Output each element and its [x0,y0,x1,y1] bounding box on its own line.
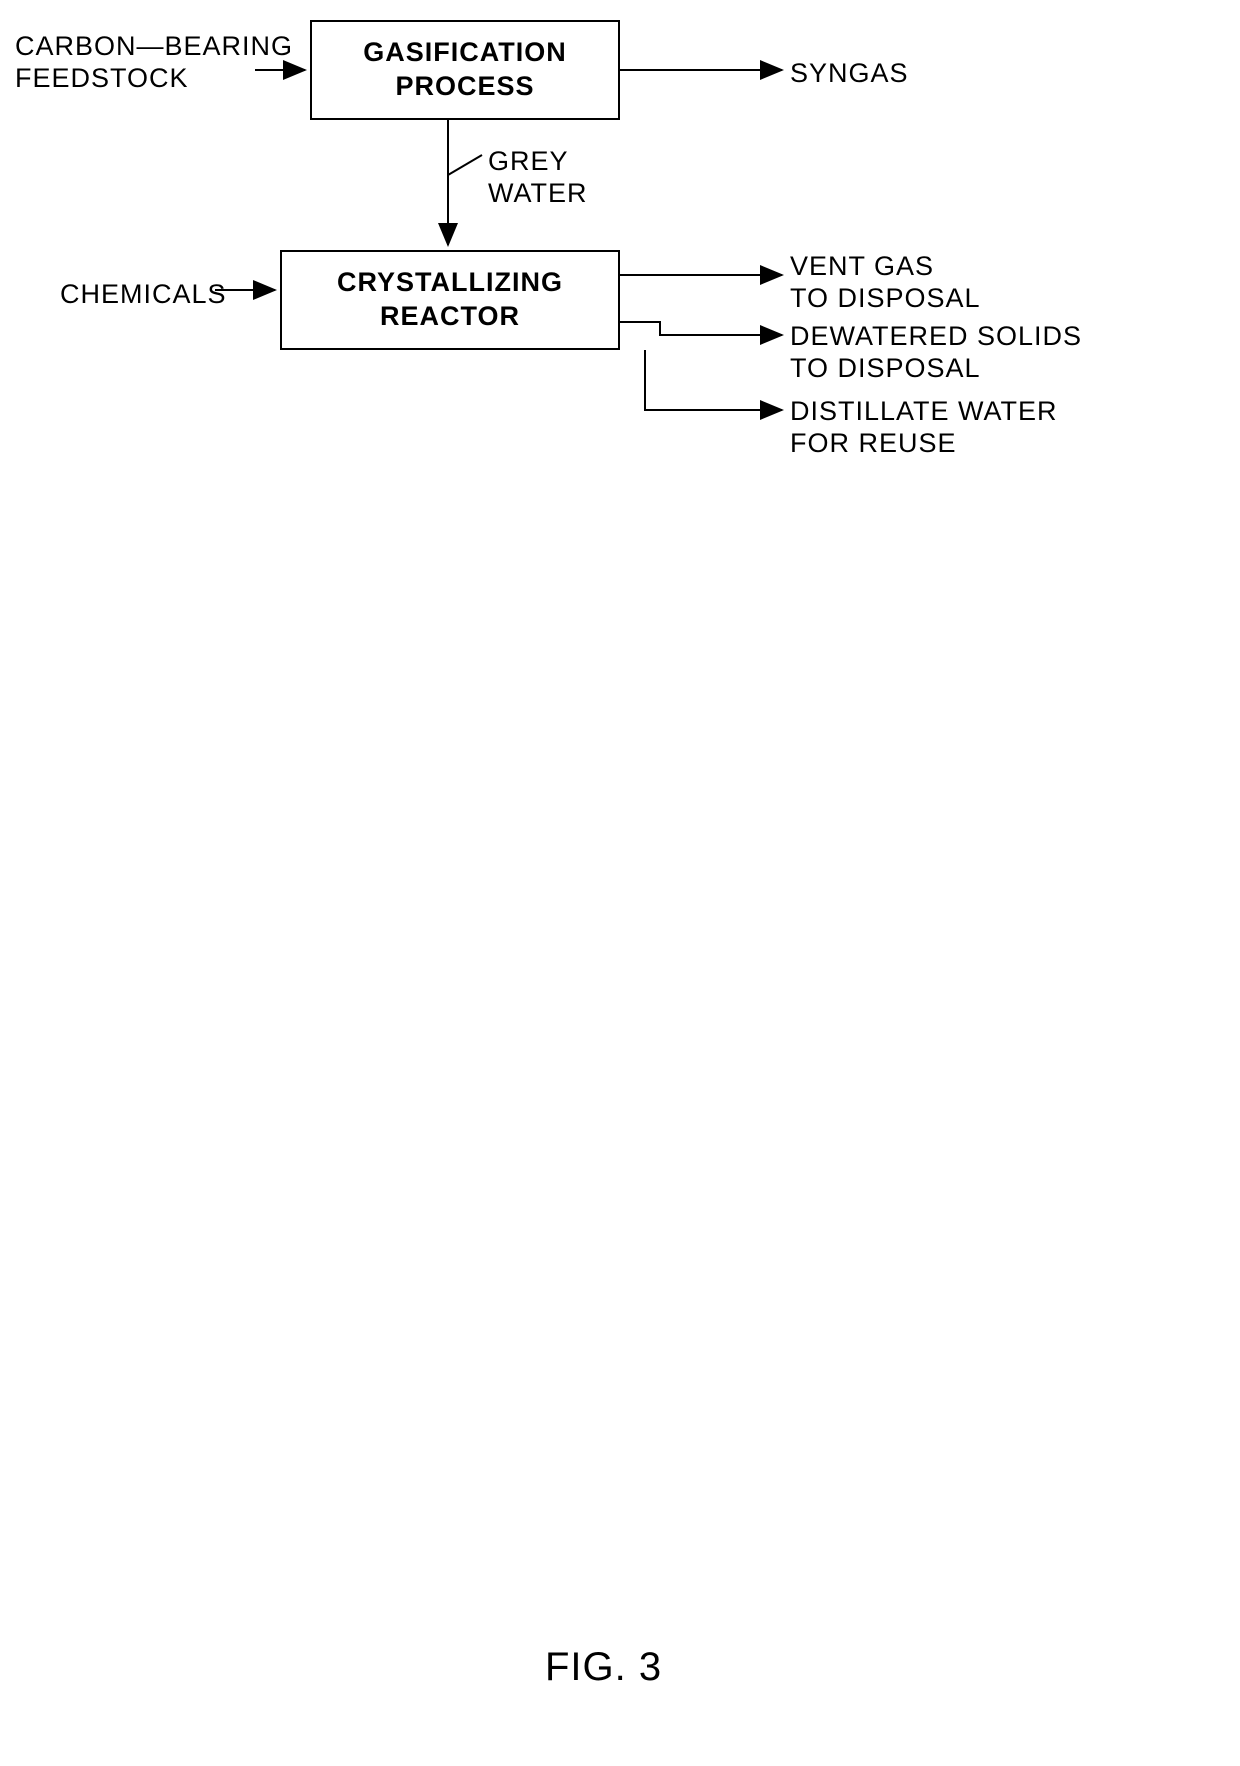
edge-crystallizing-dewatered [620,322,782,335]
box-crystallizing-reactor: CRYSTALLIZING REACTOR [280,250,620,350]
box-gasification-label: GASIFICATION PROCESS [312,36,618,104]
flowchart-diagram: GASIFICATION PROCESS CRYSTALLIZING REACT… [0,0,1240,1766]
box-gasification-process: GASIFICATION PROCESS [310,20,620,120]
box-crystallizing-label: CRYSTALLIZING REACTOR [282,266,618,334]
figure-label: FIG. 3 [545,1645,662,1690]
label-chemicals: CHEMICALS [60,278,227,310]
label-grey-water: GREY WATER [488,145,588,210]
label-feedstock: CARBON—BEARING FEEDSTOCK [15,30,293,95]
label-syngas: SYNGAS [790,57,909,89]
label-dewatered-solids: DEWATERED SOLIDS TO DISPOSAL [790,320,1082,385]
label-vent-gas: VENT GAS TO DISPOSAL [790,250,981,315]
edge-crystallizing-distillate [645,350,782,410]
label-distillate-water: DISTILLATE WATER FOR REUSE [790,395,1058,460]
diagram-edges [0,0,1240,1766]
leader-grey-water [448,155,482,175]
